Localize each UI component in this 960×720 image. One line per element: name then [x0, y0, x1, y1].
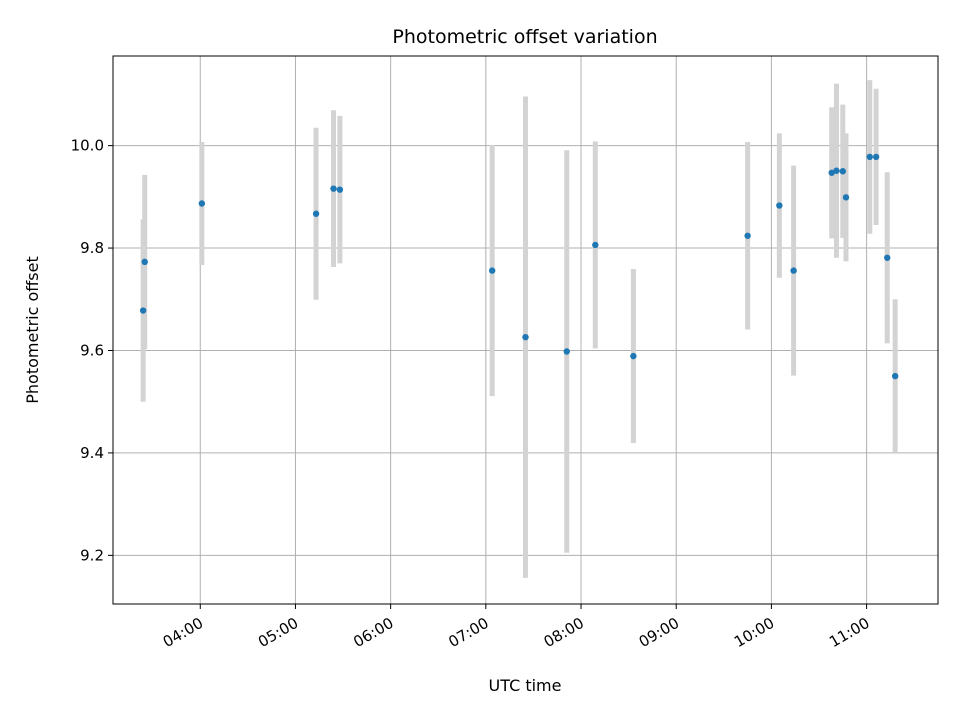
- chart-title: Photometric offset variation: [392, 26, 657, 48]
- y-tick-label: 9.6: [80, 341, 104, 359]
- data-point: [488, 267, 496, 274]
- data-point: [336, 186, 344, 193]
- y-axis-ticks: 9.2 9.4 9.6 9.8 10.0: [71, 137, 113, 564]
- data-point: [744, 232, 751, 239]
- data-point: [330, 185, 337, 192]
- x-axis-title: UTC time: [489, 676, 562, 695]
- data-point: [198, 200, 206, 207]
- data-point: [139, 307, 147, 314]
- data-point: [630, 352, 637, 360]
- y-tick-label: 9.2: [80, 546, 104, 564]
- y-tick-label: 9.4: [80, 444, 104, 462]
- plot-frame: [112, 55, 939, 605]
- data-point: [141, 258, 148, 266]
- y-tick-label: 10.0: [71, 137, 104, 155]
- y-tick-label: 9.8: [80, 239, 104, 257]
- data-points: [139, 153, 899, 380]
- data-point: [563, 348, 570, 355]
- data-point: [522, 333, 529, 341]
- data-point: [790, 267, 797, 274]
- data-point: [891, 372, 899, 380]
- data-point: [312, 210, 320, 217]
- data-point: [866, 153, 873, 161]
- data-point: [776, 202, 783, 209]
- data-point: [842, 194, 850, 201]
- data-point: [872, 153, 880, 161]
- data-point: [833, 167, 840, 174]
- y-axis-title: Photometric offset: [23, 256, 42, 404]
- data-point: [884, 254, 891, 261]
- data-point: [839, 168, 847, 175]
- data-point: [592, 241, 599, 249]
